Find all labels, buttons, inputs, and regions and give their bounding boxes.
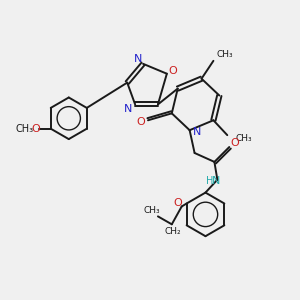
Text: N: N <box>212 176 220 186</box>
Text: CH₃: CH₃ <box>144 206 160 215</box>
Text: N: N <box>134 54 142 64</box>
Text: CH₃: CH₃ <box>216 50 233 59</box>
Text: O: O <box>173 197 182 208</box>
Text: CH₃: CH₃ <box>235 134 252 142</box>
Text: O: O <box>137 117 146 127</box>
Text: CH₃: CH₃ <box>16 124 34 134</box>
Text: H: H <box>206 176 213 186</box>
Text: O: O <box>231 138 240 148</box>
Text: CH₂: CH₂ <box>164 227 181 236</box>
Text: N: N <box>194 127 202 137</box>
Text: O: O <box>168 66 177 76</box>
Text: O: O <box>32 124 40 134</box>
Text: N: N <box>124 104 132 114</box>
